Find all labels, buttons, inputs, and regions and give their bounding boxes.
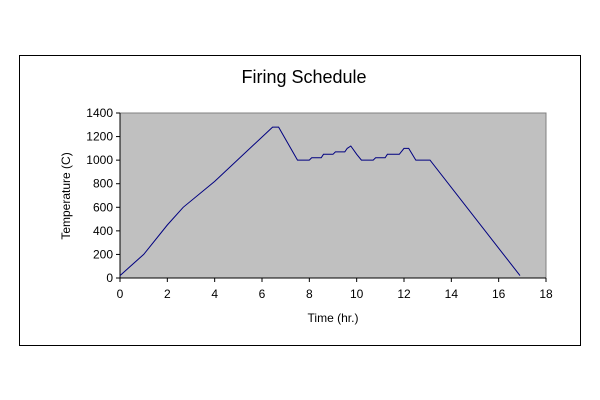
x-tick-label: 6 [259, 287, 266, 301]
x-axis: 0 2 4 6 8 10 12 14 16 18 [117, 277, 553, 301]
y-tick-label: 800 [93, 177, 113, 191]
y-axis-label: Temperature (C) [59, 152, 73, 239]
y-tick-label: 400 [93, 224, 113, 238]
x-tick-label: 2 [164, 287, 171, 301]
x-tick-label: 12 [397, 287, 411, 301]
y-tick-label: 1000 [86, 153, 113, 167]
y-tick-label: 0 [106, 271, 113, 285]
y-tick-label: 1200 [86, 130, 113, 144]
x-tick-label: 4 [211, 287, 218, 301]
x-tick-label: 8 [306, 287, 313, 301]
y-tick-label: 600 [93, 200, 113, 214]
temperature-series-line [119, 126, 521, 276]
x-tick-label: 14 [445, 287, 459, 301]
y-tick-label: 200 [93, 247, 113, 261]
x-tick-label: 16 [492, 287, 506, 301]
y-axis: 0 200 400 600 800 1000 1200 1400 [86, 106, 121, 285]
series-layer [119, 126, 521, 276]
plot-area [119, 112, 547, 279]
x-axis-label: Time (hr.) [308, 311, 359, 325]
x-tick-label: 10 [350, 287, 364, 301]
x-tick-label: 0 [117, 287, 124, 301]
chart-title: Firing Schedule [241, 67, 366, 87]
y-tick-label: 1400 [86, 106, 113, 120]
x-tick-label: 18 [539, 287, 553, 301]
